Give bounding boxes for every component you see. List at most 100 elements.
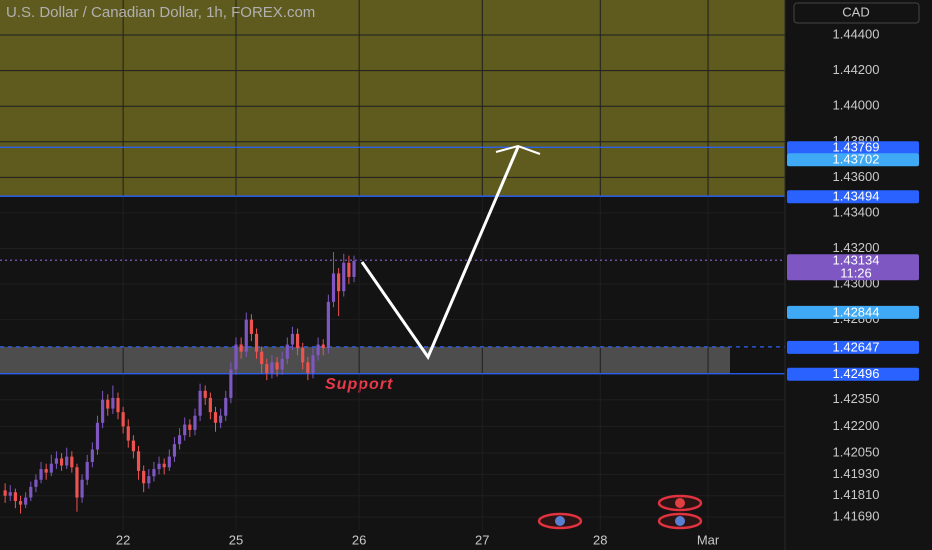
candle-body	[295, 333, 300, 349]
countdown: 11:26	[840, 266, 872, 281]
y-tick-label: 1.42050	[833, 444, 880, 459]
y-tick-label: 1.42350	[833, 391, 880, 406]
price-tag-label: 1.43702	[833, 152, 880, 167]
grid	[0, 0, 785, 530]
candle-body	[290, 333, 295, 345]
candle-body	[121, 412, 125, 427]
y-tick-label: 1.43200	[833, 240, 880, 255]
candle-body	[326, 301, 330, 349]
candle-body	[265, 364, 269, 374]
zone	[0, 346, 730, 374]
candle-body	[270, 362, 274, 374]
candle-body	[224, 397, 228, 416]
price-tag-label: 1.42647	[833, 339, 880, 354]
candle-body	[162, 463, 166, 468]
candle-body	[111, 397, 115, 409]
candle-body	[219, 415, 223, 423]
candle-body	[157, 463, 161, 470]
candle-body	[321, 344, 325, 349]
y-tick-label: 1.44400	[833, 26, 880, 41]
candle-body	[126, 426, 130, 441]
x-tick-label: 27	[475, 532, 489, 547]
candle-body	[306, 362, 310, 374]
candle-body	[142, 470, 146, 484]
price-tag-label: 1.42496	[833, 366, 880, 381]
y-tick-label: 1.41810	[833, 487, 880, 502]
candle-body	[34, 479, 38, 487]
price-tag	[787, 305, 919, 319]
candle-body	[172, 444, 177, 457]
candle-body	[95, 422, 100, 450]
price-tag-label: 1.42844	[833, 304, 880, 319]
candle-body	[106, 399, 110, 409]
price-tag	[787, 190, 919, 204]
candle-body	[13, 492, 17, 502]
candle-body	[101, 399, 105, 423]
candle-body	[234, 344, 238, 370]
candle-body	[49, 463, 53, 473]
event-icons	[537, 494, 703, 530]
candle-body	[183, 424, 187, 436]
candle-body	[208, 397, 212, 413]
axis-labels: 1.444001.442001.440001.438001.436001.434…	[116, 26, 880, 547]
candle-body	[152, 469, 156, 477]
candles	[3, 252, 356, 514]
candle-body	[18, 501, 23, 505]
price-tag	[787, 153, 919, 167]
price-tag	[787, 254, 919, 281]
candle-body	[331, 273, 336, 302]
candle-body	[136, 451, 141, 471]
chart-title: U.S. Dollar / Canadian Dollar, 1h, FOREX…	[6, 4, 315, 21]
candle-body	[316, 344, 320, 356]
price-tag	[787, 367, 919, 381]
arrow-head	[495, 144, 541, 155]
candle-body	[177, 435, 182, 445]
candle-body	[285, 344, 289, 359]
x-tick-label: 26	[352, 532, 366, 547]
candle-body	[44, 469, 48, 473]
candle-body	[342, 262, 346, 292]
candle-body	[131, 440, 135, 452]
currency: CAD	[842, 4, 869, 19]
x-tick-label: 28	[593, 532, 607, 547]
candle-body	[65, 456, 69, 466]
candle-body	[352, 260, 356, 277]
candle-body	[254, 333, 259, 352]
candle-body	[249, 319, 253, 334]
candle-body	[193, 415, 197, 430]
y-tick-label: 1.41690	[833, 509, 880, 524]
y-tick-label: 1.43400	[833, 204, 880, 219]
x-tick-label: Mar	[697, 532, 720, 547]
candle-body	[203, 390, 207, 398]
candle-body	[39, 469, 43, 480]
candle-body	[75, 467, 79, 498]
candle-body	[260, 351, 264, 365]
candle-body	[90, 449, 94, 462]
zones: Support	[0, 0, 785, 393]
y-tick-label: 1.42200	[833, 418, 880, 433]
x-tick-label: 25	[229, 532, 243, 547]
candle-body	[80, 479, 84, 498]
zone	[0, 0, 785, 197]
y-tick-label: 1.43600	[833, 169, 880, 184]
candle-body	[188, 424, 192, 430]
y-tick-label: 1.44200	[833, 62, 880, 77]
candle-body	[239, 344, 243, 352]
candle-body	[116, 397, 120, 413]
candle-body	[29, 486, 33, 498]
projection-arrow	[360, 146, 520, 361]
candle-body	[198, 390, 202, 416]
currency-box	[793, 2, 920, 24]
y-tick-label: 1.44000	[833, 98, 880, 113]
x-tick-label: 22	[116, 532, 130, 547]
candle-body	[347, 262, 351, 277]
price-tag-label: 1.43769	[833, 140, 880, 155]
candle-body	[301, 348, 305, 363]
candle-body	[337, 273, 341, 292]
price-tag	[787, 340, 919, 354]
candle-body	[8, 492, 12, 496]
candle-body	[280, 358, 284, 370]
candle-body	[244, 319, 248, 352]
